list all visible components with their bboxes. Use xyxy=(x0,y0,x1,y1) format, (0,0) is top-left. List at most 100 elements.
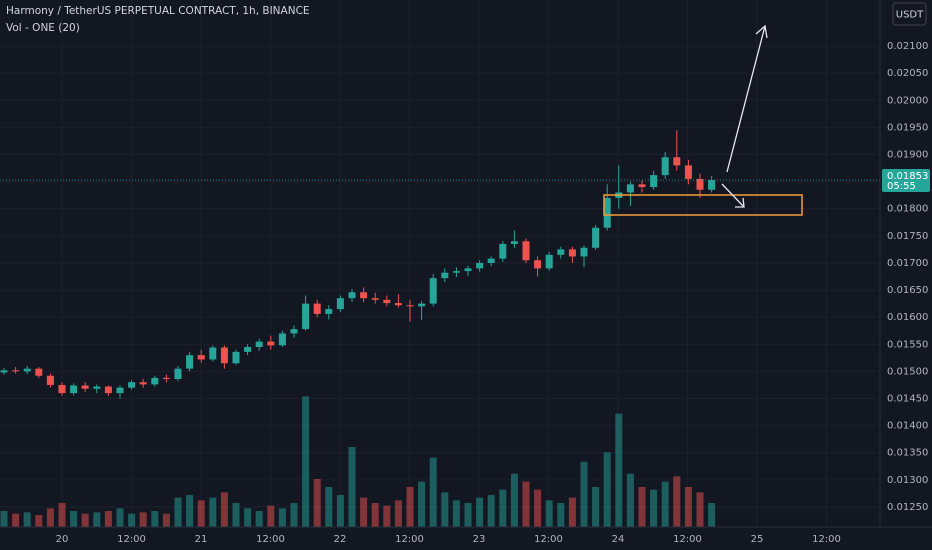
currency-button[interactable] xyxy=(892,2,927,26)
volume-bar xyxy=(661,481,669,527)
volume-bar xyxy=(684,487,692,527)
y-tick-label: 0.02000 xyxy=(887,95,928,106)
down-arrow-head xyxy=(735,197,745,208)
x-tick-label: 12:00 xyxy=(117,534,146,545)
volume-bar xyxy=(603,452,611,527)
candle-body xyxy=(267,341,275,346)
arrows xyxy=(721,24,768,208)
volume-bar xyxy=(615,413,623,527)
x-tick-label: 20 xyxy=(56,534,69,545)
candle-body xyxy=(151,377,159,385)
candle-body xyxy=(452,271,460,273)
candle-body xyxy=(371,298,379,300)
candle-body xyxy=(464,268,472,272)
volume-bar xyxy=(35,515,43,527)
volume-bar xyxy=(267,505,275,527)
volume-bar xyxy=(708,503,716,527)
volume-bar xyxy=(58,503,66,527)
volume-bar xyxy=(441,492,449,527)
candle-body xyxy=(209,347,217,360)
candle-body xyxy=(557,249,565,255)
volume-bar xyxy=(360,497,368,527)
volume-title: Vol - ONE (20) xyxy=(6,22,80,34)
x-tick-label: 25 xyxy=(751,534,764,545)
y-tick-label: 0.01900 xyxy=(887,150,928,161)
x-tick-label: 12:00 xyxy=(673,534,702,545)
volume-bar xyxy=(325,487,333,527)
candle-body xyxy=(406,305,414,307)
volume-bar xyxy=(93,512,101,527)
candle-body xyxy=(348,292,356,299)
volume-pane xyxy=(0,396,716,527)
y-tick-label: 0.02100 xyxy=(887,41,928,52)
symbol-title: Harmony / TetherUS PERPETUAL CONTRACT, 1… xyxy=(6,5,310,17)
volume-bar xyxy=(464,503,472,527)
volume-bar xyxy=(394,500,402,527)
volume-bar xyxy=(429,457,437,527)
y-tick-label: 0.01450 xyxy=(887,394,928,405)
y-tick-label: 0.01800 xyxy=(887,204,928,215)
candle-body xyxy=(661,157,669,176)
volume-bar xyxy=(128,513,136,527)
volume-bar xyxy=(418,481,426,527)
candle-body xyxy=(510,241,518,244)
volume-bar xyxy=(638,487,646,527)
volume-bar xyxy=(162,513,170,527)
volume-bar xyxy=(0,511,8,527)
volume-bar xyxy=(626,473,634,527)
candle-body xyxy=(278,333,286,346)
volume-bar xyxy=(139,512,147,527)
volume-bar xyxy=(650,489,658,527)
candle-body xyxy=(336,298,344,310)
candle-body xyxy=(568,249,576,257)
volume-bar xyxy=(255,511,263,527)
candle-body xyxy=(708,180,716,190)
volume-bar xyxy=(116,508,124,527)
volume-bar xyxy=(186,495,194,527)
candle-body xyxy=(290,329,298,334)
y-tick-label: 0.01750 xyxy=(887,231,928,242)
candle-body xyxy=(0,370,8,373)
volume-bar xyxy=(452,500,460,527)
candle-body xyxy=(325,309,333,314)
candle-body xyxy=(46,375,54,385)
up-arrow-head xyxy=(755,24,768,39)
volume-bar xyxy=(545,500,553,527)
candle-body xyxy=(35,368,43,376)
candle-body xyxy=(174,368,182,379)
support-box xyxy=(603,194,803,216)
y-tick-label: 0.01350 xyxy=(887,448,928,459)
volume-bar xyxy=(499,489,507,527)
candle-body xyxy=(197,355,205,360)
last-price-label: 0.01853 xyxy=(887,171,928,182)
volume-bar xyxy=(70,511,78,527)
candle-body xyxy=(81,385,89,389)
candle-body xyxy=(220,347,228,364)
volume-bar xyxy=(151,511,159,527)
candle-body xyxy=(255,341,263,347)
candle-body xyxy=(70,385,78,394)
y-tick-label: 0.01650 xyxy=(887,285,928,296)
candle-body xyxy=(418,303,426,307)
candle-body xyxy=(673,157,681,166)
candle-body xyxy=(534,260,542,269)
y-tick-label: 0.01700 xyxy=(887,258,928,269)
x-tick-label: 12:00 xyxy=(395,534,424,545)
volume-bar xyxy=(476,497,484,527)
y-tick-label: 0.01500 xyxy=(887,366,928,377)
candle-body xyxy=(58,384,66,394)
volume-bar xyxy=(696,492,704,527)
x-tick-label: 24 xyxy=(612,534,625,545)
candle-body xyxy=(429,278,437,304)
volume-bar xyxy=(580,461,588,527)
candle-body xyxy=(580,247,588,257)
up-arrow xyxy=(726,25,766,173)
candle-body xyxy=(128,382,136,388)
candle-body xyxy=(684,165,692,179)
volume-bar xyxy=(568,497,576,527)
y-tick-label: 0.01250 xyxy=(887,502,928,513)
candle-body xyxy=(186,355,194,369)
candle-body xyxy=(12,370,20,372)
candle-body xyxy=(139,382,147,385)
